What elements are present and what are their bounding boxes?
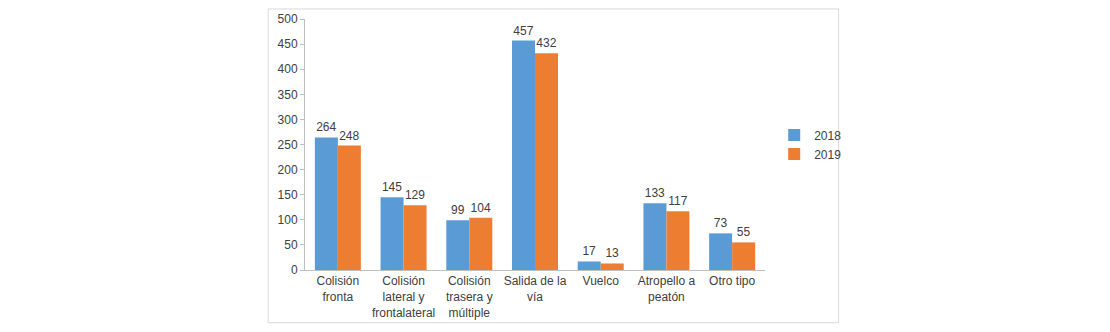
svg-text:Colisiónfronta: Colisiónfronta: [317, 274, 360, 304]
svg-text:250: 250: [278, 138, 298, 152]
svg-text:133: 133: [645, 186, 665, 200]
svg-text:2018: 2018: [814, 129, 841, 143]
svg-text:13: 13: [605, 246, 619, 260]
svg-text:Colisióntrasera ymúltiple: Colisióntrasera ymúltiple: [446, 274, 493, 319]
svg-text:73: 73: [714, 216, 728, 230]
svg-text:450: 450: [278, 37, 298, 51]
svg-text:129: 129: [405, 188, 425, 202]
svg-text:Otro tipo: Otro tipo: [709, 274, 755, 288]
svg-text:Salida de lavía: Salida de lavía: [504, 274, 567, 304]
svg-text:99: 99: [451, 203, 465, 217]
svg-text:55: 55: [737, 225, 751, 239]
svg-text:350: 350: [278, 88, 298, 102]
svg-text:300: 300: [278, 113, 298, 127]
svg-text:Vuelco: Vuelco: [583, 274, 620, 288]
svg-text:17: 17: [582, 244, 596, 258]
svg-text:457: 457: [513, 24, 533, 38]
svg-text:0: 0: [291, 263, 298, 277]
svg-text:432: 432: [536, 36, 556, 50]
svg-text:264: 264: [316, 120, 336, 134]
svg-text:Colisiónlateral yfrontalateral: Colisiónlateral yfrontalateral: [372, 274, 435, 319]
svg-text:400: 400: [278, 62, 298, 76]
svg-text:104: 104: [471, 201, 491, 215]
svg-text:500: 500: [278, 12, 298, 26]
svg-text:50: 50: [284, 238, 298, 252]
svg-text:2019: 2019: [814, 148, 841, 162]
svg-text:200: 200: [278, 163, 298, 177]
svg-text:117: 117: [668, 194, 687, 208]
svg-text:248: 248: [339, 129, 359, 143]
svg-text:100: 100: [278, 213, 298, 227]
svg-text:150: 150: [278, 188, 298, 202]
svg-text:145: 145: [382, 180, 402, 194]
svg-text:Atropello apeatón: Atropello apeatón: [638, 274, 696, 304]
